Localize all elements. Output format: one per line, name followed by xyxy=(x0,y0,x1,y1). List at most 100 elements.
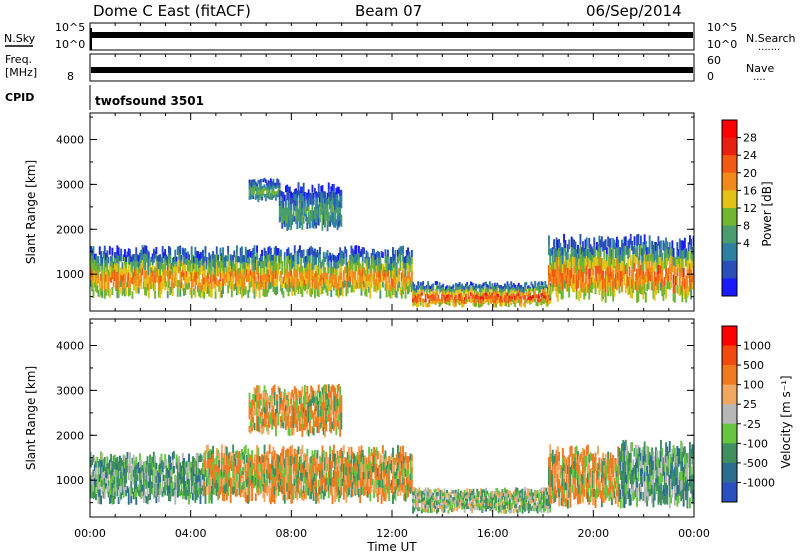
power-echo-cell xyxy=(556,240,559,251)
velocity-echo-cell xyxy=(186,490,189,496)
velocity-echo-cell xyxy=(466,505,469,510)
noise-right-marker: ....... xyxy=(758,42,780,53)
power-echo-cell xyxy=(303,279,306,286)
power-echo-cell xyxy=(652,262,655,272)
power-echo-cell xyxy=(179,288,182,297)
velocity-echo-cell xyxy=(97,461,100,469)
power-echo-cell xyxy=(660,240,662,249)
power-echo-cell xyxy=(286,248,289,257)
power-echo-cell xyxy=(402,253,404,262)
power-echo-cell xyxy=(451,289,453,292)
power-echo-cell xyxy=(321,200,324,208)
power-echo-cell xyxy=(457,283,460,287)
power-echo-cell xyxy=(326,288,329,296)
velocity-echo-cell xyxy=(288,455,291,465)
power-echo-cell xyxy=(454,298,457,303)
power-echo-cell xyxy=(355,245,358,254)
velocity-echo-cell xyxy=(319,422,321,430)
velocity-echo-cell xyxy=(220,460,223,469)
velocity-echo-cell xyxy=(108,467,111,475)
power-echo-cell xyxy=(617,280,620,289)
power-echo-cell xyxy=(298,281,301,289)
power-echo-cell xyxy=(414,302,417,306)
velocity-echo-cell xyxy=(405,456,408,464)
velocity-echo-cell xyxy=(268,444,271,455)
velocity-echo-cell xyxy=(439,496,442,500)
power-echo-cell xyxy=(623,236,626,247)
velocity-echo-cell xyxy=(118,470,121,479)
velocity-echo-cell xyxy=(390,486,393,494)
power-echo-cell xyxy=(266,182,269,186)
power-echo-cell xyxy=(144,261,146,271)
velocity-echo-cell xyxy=(269,496,272,505)
power-echo-cell xyxy=(224,273,227,280)
power-echo-cell xyxy=(222,270,224,279)
velocity-echo-cell xyxy=(381,470,384,480)
velocity-echo-cell xyxy=(390,460,393,467)
power-echo-cell xyxy=(534,291,537,296)
velocity-echo-cell xyxy=(336,473,339,482)
velocity-echo-cell xyxy=(336,399,339,406)
power-echo-cell xyxy=(259,188,262,192)
velocity-echo-cell xyxy=(259,393,262,400)
velocity-echo-cell xyxy=(291,412,294,421)
velocity-echo-cell xyxy=(207,460,209,469)
velocity-echo-cell xyxy=(175,476,178,484)
power-echo-cell xyxy=(325,197,328,204)
power-echo-cell xyxy=(578,290,581,302)
velocity-echo-cell xyxy=(183,470,185,477)
power-echo-cell xyxy=(565,259,568,268)
power-echo-cell xyxy=(520,296,523,300)
velocity-echo-cell xyxy=(189,461,192,468)
power-echo-cell xyxy=(641,248,644,256)
power-echo-cell xyxy=(478,284,481,289)
velocity-echo-cell xyxy=(438,498,441,503)
power-echo-cell xyxy=(140,256,143,263)
power-echo-cell xyxy=(116,289,119,299)
velocity-echo-cell xyxy=(287,490,290,499)
velocity-echo-cell xyxy=(369,493,372,502)
power-echo-cell xyxy=(501,299,504,303)
power-echo-cell xyxy=(224,261,227,268)
power-echo-cell xyxy=(665,247,667,258)
power-echo-cell xyxy=(403,274,406,280)
power-echo-cell xyxy=(512,289,515,294)
power-echo-cell xyxy=(315,222,318,229)
velocity-echo-cell xyxy=(281,400,284,407)
velocity-echo-cell xyxy=(332,453,335,462)
velocity-echo-cell xyxy=(269,401,272,407)
power-echo-cell xyxy=(354,245,357,255)
velocity-echo-cell xyxy=(267,397,270,405)
power-echo-cell xyxy=(639,284,642,295)
power-echo-cell xyxy=(468,296,471,300)
velocity-echo-cell xyxy=(439,499,442,503)
power-echo-cell xyxy=(592,261,594,269)
power-echo-cell xyxy=(132,254,135,261)
power-echo-cell xyxy=(287,247,290,256)
power-echo-cell xyxy=(137,274,140,281)
velocity-echo-cell xyxy=(436,509,438,514)
power-echo-cell xyxy=(582,251,584,262)
power-echo-cell xyxy=(385,289,388,298)
power-echo-cell xyxy=(292,279,295,286)
velocity-echo-cell xyxy=(431,495,433,499)
power-echo-cell xyxy=(563,233,565,243)
velocity-echo-cell xyxy=(364,463,367,472)
power-echo-cell xyxy=(307,195,310,201)
velocity-echo-cell xyxy=(277,461,280,469)
velocity-echo-cell xyxy=(325,465,328,473)
power-echo-cell xyxy=(272,182,275,186)
power-echo-cell xyxy=(266,267,269,275)
power-echo-cell xyxy=(522,286,525,290)
velocity-echo-cell xyxy=(195,484,198,493)
power-echo-cell xyxy=(390,257,393,264)
power-echo-cell xyxy=(535,302,538,306)
velocity-echo-cell xyxy=(302,469,305,478)
power-echo-cell xyxy=(103,281,106,290)
power-echo-cell xyxy=(475,302,477,307)
velocity-echo-cell xyxy=(392,485,394,495)
power-echo-cell xyxy=(550,263,553,272)
power-echo-cell xyxy=(626,246,628,255)
power-echo-cell xyxy=(653,241,656,252)
power-echo-cell xyxy=(254,193,257,197)
